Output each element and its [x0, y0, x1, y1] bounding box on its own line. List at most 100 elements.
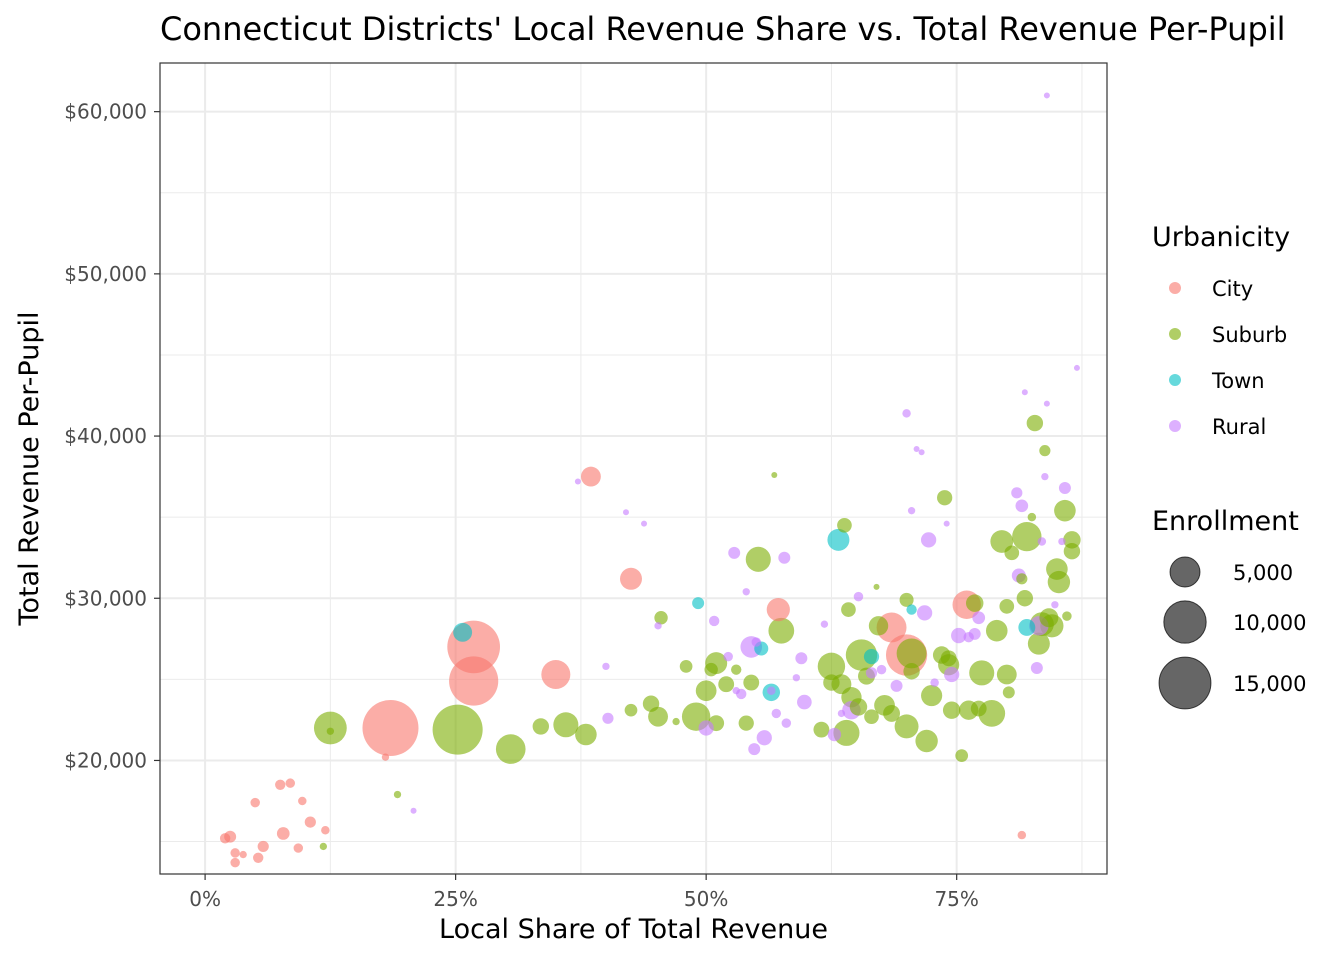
point-rural: [853, 591, 864, 602]
point-rural: [728, 546, 741, 559]
point-suburb: [1063, 543, 1081, 560]
point-rural: [943, 520, 950, 527]
point-suburb: [942, 701, 961, 719]
point-suburb: [940, 650, 957, 667]
point-city: [766, 598, 790, 622]
legend-key-suburb: [1169, 328, 1181, 340]
size-legend-key: [1169, 556, 1201, 588]
size-legend-label: 10,000: [1233, 611, 1306, 635]
size-legend-label: 5,000: [1233, 561, 1293, 585]
point-suburb: [695, 680, 717, 702]
enrollment-legend: Enrollment 5,000 10,000 15,000: [1152, 506, 1306, 710]
point-suburb: [553, 712, 579, 738]
point-suburb: [849, 698, 868, 716]
point-suburb: [896, 638, 927, 669]
point-suburb: [624, 703, 638, 717]
point-rural: [767, 686, 776, 695]
point-suburb: [1054, 499, 1076, 522]
point-rural: [732, 687, 740, 695]
legend-key-town: [1169, 374, 1181, 386]
point-rural: [622, 509, 629, 516]
point-rural: [751, 637, 761, 647]
point-rural: [771, 708, 782, 719]
point-rural: [1043, 92, 1050, 99]
legend-key-rural: [1169, 420, 1181, 432]
x-axis: 0% 25% 50% 75%: [189, 874, 979, 911]
point-rural: [913, 446, 920, 453]
point-city: [285, 778, 296, 788]
point-rural: [1030, 662, 1043, 674]
plot-panel: [159, 62, 1108, 875]
point-rural: [1037, 537, 1047, 546]
size-legend-label: 15,000: [1233, 672, 1306, 696]
point-suburb: [915, 729, 938, 753]
point-rural: [1011, 487, 1023, 499]
point-city: [541, 659, 571, 690]
point-suburb: [899, 592, 914, 607]
point-city: [321, 825, 330, 835]
point-city: [250, 797, 260, 808]
point-suburb: [841, 602, 856, 617]
point-rural: [930, 678, 939, 687]
point-suburb: [532, 718, 550, 735]
point-suburb: [745, 546, 771, 572]
y-tick-label: $20,000: [64, 748, 147, 772]
point-suburb: [1016, 573, 1028, 585]
point-city: [619, 567, 642, 590]
point-suburb: [1039, 445, 1051, 457]
point-rural: [963, 632, 974, 643]
point-city: [304, 816, 316, 828]
point-rural: [723, 651, 733, 662]
legend-label-suburb: Suburb: [1212, 323, 1287, 347]
x-tick-label: 50%: [684, 887, 728, 911]
point-city: [381, 753, 390, 761]
point-city: [293, 843, 304, 853]
point-city: [298, 796, 307, 806]
point-city: [253, 852, 264, 863]
point-rural: [708, 615, 720, 627]
point-town: [827, 528, 850, 551]
point-rural: [865, 667, 878, 679]
point-suburb: [817, 652, 846, 681]
point-city: [449, 656, 499, 706]
point-rural: [1058, 481, 1071, 494]
urbanicity-legend-title: Urbanicity: [1152, 222, 1290, 253]
point-rural: [827, 727, 842, 742]
point-rural: [797, 694, 812, 710]
point-suburb: [704, 662, 718, 677]
point-rural: [1058, 537, 1066, 546]
point-rural: [410, 807, 417, 814]
point-suburb: [970, 700, 987, 717]
point-suburb: [921, 684, 943, 707]
point-suburb: [495, 734, 526, 764]
point-rural: [920, 532, 937, 548]
y-axis-title: Total Revenue Per-Pupil: [14, 312, 45, 627]
point-suburb: [1016, 590, 1034, 607]
urbanicity-legend: Urbanicity City Suburb Town Rural: [1152, 222, 1290, 439]
point-rural: [1021, 389, 1028, 396]
point-suburb: [1062, 611, 1072, 621]
point-rural: [918, 449, 925, 456]
point-suburb: [1026, 414, 1044, 432]
point-suburb: [813, 721, 830, 738]
point-suburb: [654, 611, 668, 625]
y-tick-label: $30,000: [64, 586, 147, 610]
point-suburb: [432, 704, 483, 755]
point-suburb: [1063, 531, 1081, 549]
point-suburb: [894, 714, 919, 739]
point-suburb: [868, 616, 889, 636]
minor-gridlines: [160, 63, 1107, 874]
point-rural: [902, 409, 911, 418]
major-gridlines: [160, 63, 1107, 874]
point-city: [580, 466, 601, 487]
legend-label-rural: Rural: [1212, 415, 1266, 439]
size-legend-key: [1158, 656, 1212, 710]
point-suburb: [326, 727, 335, 735]
point-suburb: [999, 599, 1015, 614]
point-rural: [972, 611, 986, 625]
point-suburb: [1027, 632, 1050, 655]
point-rural: [1015, 499, 1029, 513]
point-city: [275, 779, 286, 790]
enrollment-legend-title: Enrollment: [1152, 506, 1299, 537]
x-tick-label: 25%: [433, 887, 477, 911]
